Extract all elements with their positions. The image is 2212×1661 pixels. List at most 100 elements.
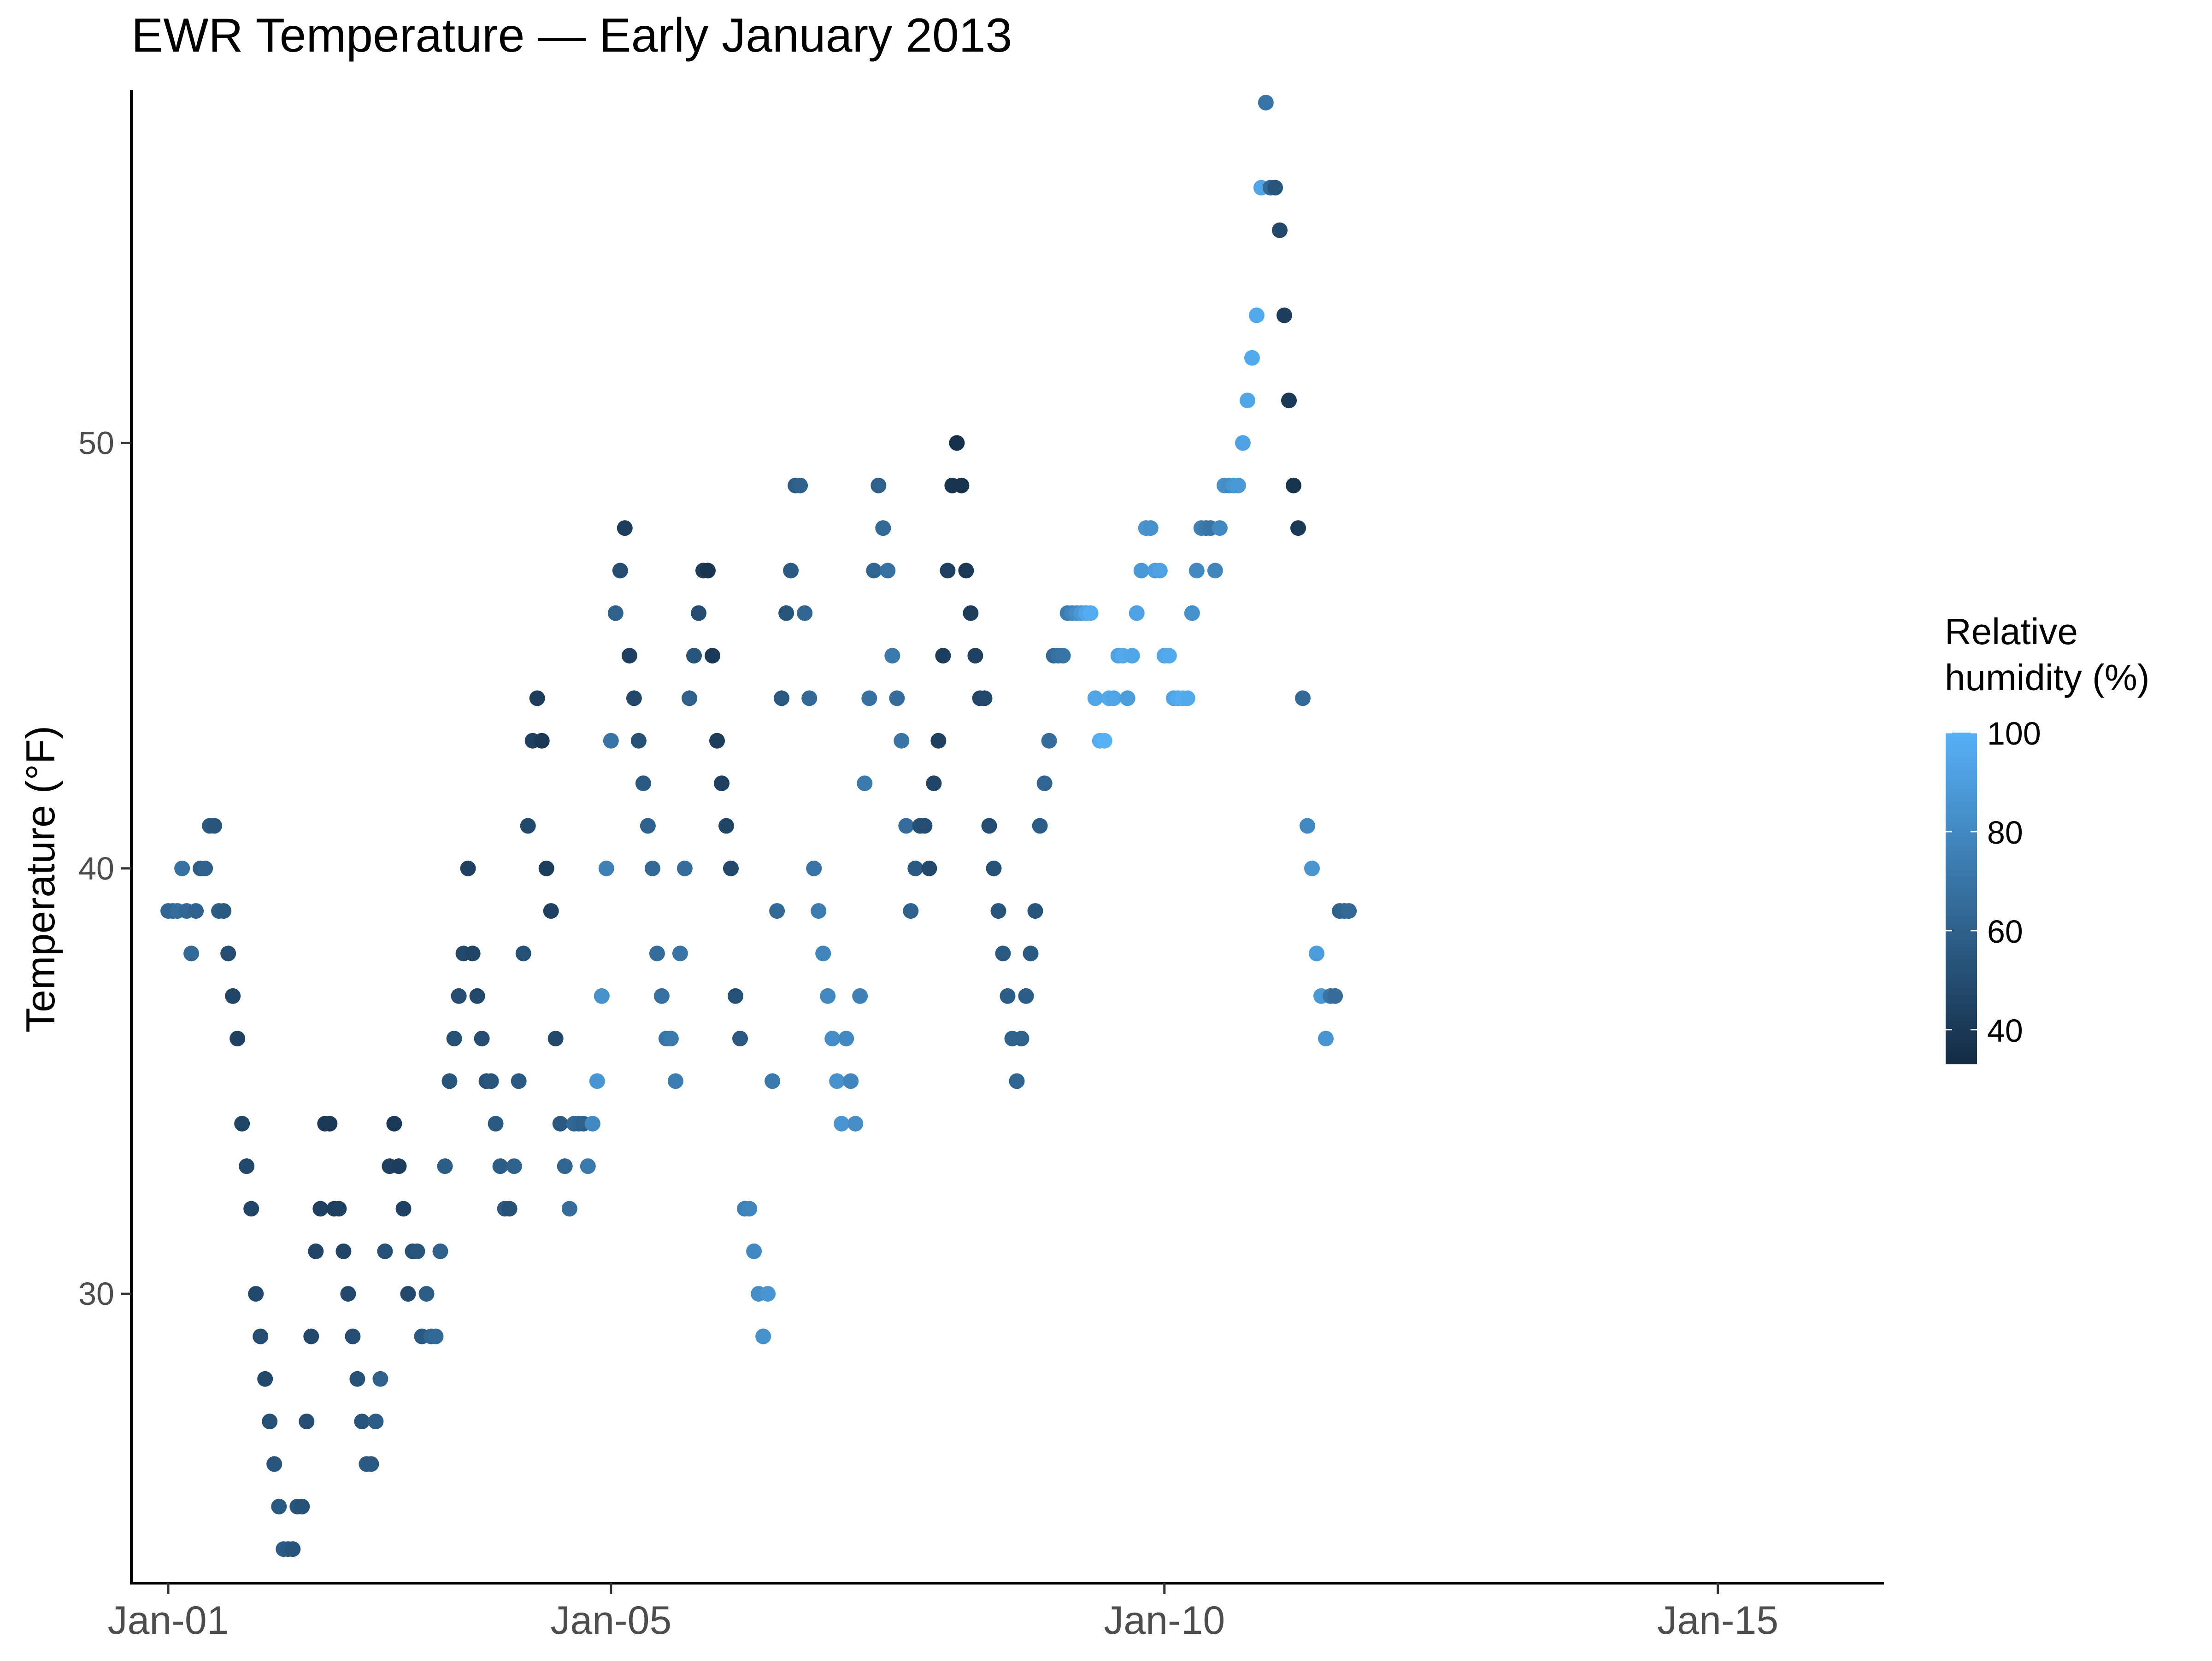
data-point bbox=[1318, 1031, 1334, 1047]
data-point bbox=[253, 1328, 269, 1344]
data-point bbox=[248, 1286, 264, 1302]
data-point bbox=[667, 1073, 683, 1089]
data-point bbox=[889, 690, 905, 706]
data-point bbox=[838, 1031, 854, 1047]
data-point bbox=[612, 563, 628, 579]
data-point bbox=[986, 860, 1002, 876]
data-point bbox=[728, 988, 743, 1004]
data-point bbox=[349, 1371, 365, 1387]
legend-tick-label: 100 bbox=[1987, 716, 2041, 751]
axes bbox=[130, 90, 1884, 1585]
data-point bbox=[285, 1541, 301, 1557]
data-point bbox=[409, 1243, 425, 1259]
data-point bbox=[229, 1031, 246, 1047]
data-point bbox=[958, 563, 974, 579]
data-point bbox=[894, 733, 910, 749]
data-point bbox=[515, 945, 531, 962]
data-point bbox=[377, 1243, 393, 1259]
data-point bbox=[1009, 1073, 1025, 1089]
data-point bbox=[1212, 520, 1228, 536]
data-point bbox=[723, 860, 739, 876]
data-point bbox=[963, 605, 979, 621]
data-point bbox=[303, 1328, 319, 1344]
data-point bbox=[741, 1201, 758, 1217]
data-point bbox=[469, 988, 485, 1004]
data-point bbox=[506, 1158, 522, 1174]
data-point bbox=[594, 988, 610, 1004]
data-point bbox=[580, 1158, 596, 1174]
data-point bbox=[1184, 605, 1200, 621]
data-point bbox=[686, 648, 702, 664]
data-point bbox=[811, 903, 827, 919]
data-point bbox=[257, 1371, 273, 1387]
data-point bbox=[335, 1243, 352, 1259]
data-point bbox=[921, 860, 937, 876]
data-point bbox=[354, 1414, 370, 1430]
data-point bbox=[1032, 818, 1048, 834]
data-point bbox=[630, 733, 647, 749]
data-point bbox=[239, 1158, 255, 1174]
data-point bbox=[299, 1414, 315, 1430]
x-tick-label: Jan-05 bbox=[550, 1598, 671, 1643]
data-point bbox=[755, 1328, 771, 1344]
data-point bbox=[1230, 477, 1246, 493]
data-point bbox=[718, 818, 734, 834]
data-point bbox=[663, 1031, 679, 1047]
data-point bbox=[372, 1371, 388, 1387]
data-point bbox=[884, 648, 900, 664]
data-point bbox=[977, 690, 993, 706]
chart-title: EWR Temperature — Early January 2013 bbox=[131, 9, 1012, 62]
data-point bbox=[188, 903, 204, 919]
data-point bbox=[561, 1201, 577, 1217]
data-point bbox=[345, 1328, 361, 1344]
data-point bbox=[1290, 520, 1306, 536]
data-point bbox=[709, 733, 725, 749]
data-point bbox=[1188, 563, 1205, 579]
data-point bbox=[1152, 563, 1168, 579]
legend-tick-label: 80 bbox=[1987, 815, 2023, 851]
data-point bbox=[769, 903, 785, 919]
data-point bbox=[930, 733, 947, 749]
data-point bbox=[216, 903, 232, 919]
data-point bbox=[635, 775, 651, 792]
data-point bbox=[1082, 605, 1099, 621]
y-axis-label: Temperature (°F) bbox=[18, 726, 63, 1033]
data-point bbox=[437, 1158, 453, 1174]
data-point bbox=[1286, 477, 1301, 493]
data-point bbox=[308, 1243, 324, 1259]
data-point bbox=[488, 1115, 504, 1132]
data-point bbox=[783, 563, 799, 579]
x-tick-label: Jan-10 bbox=[1104, 1598, 1225, 1643]
data-point bbox=[1124, 648, 1140, 664]
data-point bbox=[465, 945, 481, 962]
data-point bbox=[225, 988, 241, 1004]
data-point bbox=[801, 690, 818, 706]
data-point bbox=[552, 1115, 568, 1132]
data-point bbox=[843, 1073, 859, 1089]
data-point bbox=[446, 1031, 462, 1047]
data-point bbox=[1309, 945, 1324, 962]
data-point bbox=[797, 605, 813, 621]
y-ticks: 30 40 50 bbox=[78, 425, 131, 1312]
legend-title-line-2: humidity (%) bbox=[1945, 657, 2150, 698]
data-point bbox=[1087, 690, 1103, 706]
data-point bbox=[1300, 818, 1315, 834]
data-point bbox=[760, 1286, 776, 1302]
data-point bbox=[806, 860, 822, 876]
data-point bbox=[271, 1498, 287, 1514]
data-point bbox=[206, 818, 223, 834]
data-point bbox=[617, 520, 633, 536]
data-point bbox=[395, 1201, 412, 1217]
data-point bbox=[547, 1031, 564, 1047]
data-point bbox=[1327, 988, 1343, 1004]
data-point bbox=[538, 860, 554, 876]
data-point bbox=[953, 477, 970, 493]
data-point bbox=[1023, 945, 1039, 962]
data-point bbox=[1013, 1031, 1030, 1047]
data-point bbox=[903, 903, 919, 919]
data-point bbox=[1027, 903, 1043, 919]
data-point bbox=[705, 648, 720, 664]
x-ticks: Jan-01 Jan-05 Jan-10 Jan-15 bbox=[108, 1583, 1778, 1643]
